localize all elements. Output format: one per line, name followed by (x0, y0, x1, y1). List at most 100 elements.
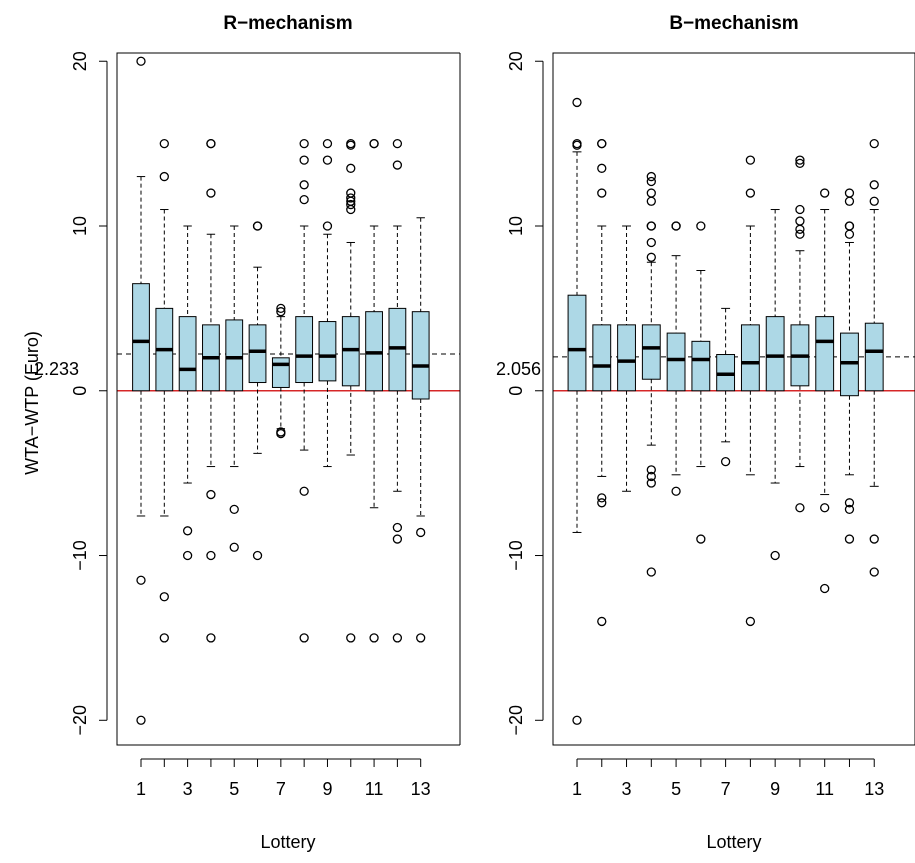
box-lottery-5 (667, 222, 685, 495)
box-iqr (568, 295, 586, 391)
outlier-point (573, 716, 581, 724)
outlier-point (796, 230, 804, 238)
box-lottery-13 (865, 140, 883, 576)
mean-line-label: 2.056 (496, 359, 541, 379)
outlier-point (393, 535, 401, 543)
panel-title: R−mechanism (223, 13, 352, 34)
x-tick-label: 13 (864, 779, 884, 799)
outlier-point (137, 57, 145, 65)
outlier-point (598, 499, 606, 507)
box-iqr (133, 284, 150, 391)
box-lottery-2 (593, 140, 611, 626)
outlier-point (598, 189, 606, 197)
box-iqr (667, 333, 685, 391)
outlier-point (184, 527, 192, 535)
outlier-point (647, 197, 655, 205)
outlier-point (417, 634, 425, 642)
outlier-point (647, 568, 655, 576)
outlier-point (300, 156, 308, 164)
outlier-point (647, 189, 655, 197)
outlier-point (160, 173, 168, 181)
mean-line-label: 2.233 (34, 359, 79, 379)
x-tick-label: 3 (183, 779, 193, 799)
outlier-point (347, 634, 355, 642)
outlier-point (796, 504, 804, 512)
outlier-point (300, 140, 308, 148)
box-iqr (692, 341, 710, 390)
box-iqr (593, 325, 611, 391)
outlier-point (845, 535, 853, 543)
y-tick-label: 0 (70, 386, 90, 396)
outlier-point (845, 222, 853, 230)
outlier-point (323, 140, 331, 148)
box-lottery-9 (766, 210, 784, 560)
outlier-point (137, 576, 145, 584)
box-lottery-11 (366, 140, 383, 642)
outlier-point (870, 181, 878, 189)
outlier-point (323, 156, 331, 164)
box-iqr (296, 317, 313, 383)
outlier-point (230, 505, 238, 513)
outlier-point (207, 552, 215, 560)
panel-title: B−mechanism (669, 13, 798, 34)
box-iqr (179, 317, 196, 391)
plot-frame (553, 53, 915, 745)
x-tick-label: 5 (229, 779, 239, 799)
y-tick-label: −20 (70, 705, 90, 736)
y-tick-label: 10 (506, 216, 526, 236)
y-tick-label: 0 (506, 386, 526, 396)
outlier-point (821, 189, 829, 197)
outlier-point (870, 568, 878, 576)
box-iqr (816, 317, 834, 391)
box-iqr (618, 325, 636, 391)
box-lottery-1 (133, 57, 150, 724)
panel-r-mechanism: R−mechanism Lottery WTA−WTP (Euro) 2.233… (22, 13, 460, 852)
box-lottery-4 (203, 140, 220, 642)
outlier-point (647, 222, 655, 230)
box-iqr (412, 312, 429, 399)
x-tick-label: 5 (671, 779, 681, 799)
y-tick-label: 10 (70, 216, 90, 236)
y-tick-label: −10 (506, 540, 526, 571)
outlier-point (573, 98, 581, 106)
outlier-point (393, 634, 401, 642)
box-iqr (226, 320, 243, 391)
outlier-point (300, 196, 308, 204)
box-iqr (865, 323, 883, 391)
box-lottery-7 (717, 308, 735, 465)
y-tick-label: 20 (506, 51, 526, 71)
outlier-point (207, 634, 215, 642)
outlier-point (598, 164, 606, 172)
plot-frame (117, 53, 460, 745)
outlier-point (300, 634, 308, 642)
outlier-point (870, 140, 878, 148)
outlier-point (647, 178, 655, 186)
outlier-point (347, 206, 355, 214)
outlier-point (870, 535, 878, 543)
outlier-point (672, 222, 680, 230)
outlier-point (821, 504, 829, 512)
box-lottery-3 (618, 226, 636, 491)
box-lottery-3 (179, 226, 196, 560)
box-lottery-12 (841, 189, 859, 543)
outlier-point (647, 238, 655, 246)
outlier-point (184, 552, 192, 560)
outlier-point (821, 584, 829, 592)
y-axis-label: WTA−WTP (Euro) (22, 331, 42, 475)
box-lottery-9 (319, 140, 336, 467)
outlier-point (393, 140, 401, 148)
x-tick-label: 13 (411, 779, 431, 799)
box-iqr (249, 325, 266, 383)
outlier-point (598, 140, 606, 148)
box-lottery-11 (816, 189, 834, 592)
box-iqr (642, 325, 660, 379)
outlier-point (160, 140, 168, 148)
box-lottery-5 (226, 226, 243, 551)
box-lottery-2 (156, 140, 173, 642)
y-tick-label: 20 (70, 51, 90, 71)
outlier-point (697, 222, 705, 230)
box-lottery-8 (741, 156, 759, 625)
